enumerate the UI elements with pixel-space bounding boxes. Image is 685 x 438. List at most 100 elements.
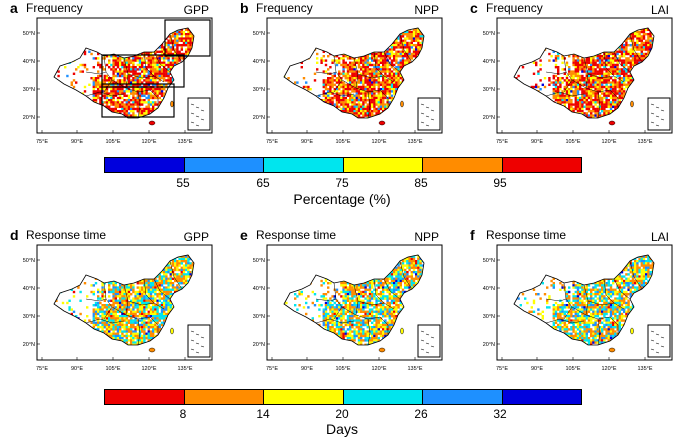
panel-title: Response time [256,228,337,242]
colorbar-days-tick: 14 [256,407,270,421]
lon-label: 120°E [601,366,616,372]
lat-label: 50°N [483,31,495,37]
lon-label: 105°E [105,139,120,145]
lat-label: 30°N [23,314,35,320]
lat-label: 40°N [23,286,35,292]
colorbar-percentage-tick: 65 [256,176,270,190]
panel-variable: LAI [650,230,669,244]
panel-e: 50°N 40°N 30°N 20°N 75°E 90°E 105°E 120°E 135°E e… [240,227,445,377]
lon-label: 135°E [637,139,652,145]
lon-label: 90°E [301,366,313,372]
lon-label: 75°E [496,139,508,145]
lon-label: 120°E [141,366,156,372]
lon-label: 105°E [335,139,350,145]
panel-c-map: 50°N 40°N 30°N 20°N 75°E 90°E 105°E 120°E 135°E [483,17,673,145]
panel-variable: NPP [414,3,439,17]
lon-label: 90°E [71,366,83,372]
panel-title: Response time [26,228,107,242]
colorbar-days-bin [105,390,185,404]
lat-label: 20°N [23,115,35,121]
lon-label: 135°E [407,139,422,145]
colorbar-days-bin [264,390,344,404]
lat-label: 20°N [253,115,265,121]
lat-label: 30°N [483,314,495,320]
panel-title: Frequency [256,1,313,15]
lon-label: 120°E [371,366,386,372]
lat-label: 40°N [23,59,35,65]
lat-label: 50°N [483,258,495,264]
lon-label: 105°E [565,139,580,145]
lat-label: 20°N [23,342,35,348]
panel-b: 50°N 40°N 30°N 20°N 75°E 90°E 105°E 120°E 135°E b… [240,0,445,150]
lat-label: 40°N [483,286,495,292]
lon-label: 75°E [266,139,278,145]
lon-label: 90°E [531,139,543,145]
colorbar-percentage-bar [104,157,582,173]
panel-a-map: 50°N 40°N 30°N 20°N 75°E 90°E 105°E 120°E 135°E [23,17,213,145]
colorbar-percentage-tick: 85 [414,176,428,190]
colorbar-days-tick: 26 [414,407,428,421]
panel-f-map: 50°N 40°N 30°N 20°N 75°E 90°E 105°E 120°E 135°E [483,244,673,372]
panel-b-map: 50°N 40°N 30°N 20°N 75°E 90°E 105°E 120°E 135°E [253,17,443,145]
lon-label: 90°E [301,139,313,145]
colorbar-percentage-bin [184,158,264,172]
colorbar-days-bin [343,390,423,404]
colorbar-percentage-bin [423,158,503,172]
lat-label: 30°N [483,87,495,93]
colorbar-days-tick: 8 [179,407,187,421]
panel-letter: f [470,227,475,243]
colorbar-percentage-tick: 95 [493,176,507,190]
panel-letter: a [10,0,18,16]
lon-label: 120°E [371,139,386,145]
lat-label: 40°N [483,59,495,65]
lat-label: 30°N [253,87,265,93]
lat-label: 50°N [23,258,35,264]
panel-a: 50°N 40°N 30°N 20°N 75°E 90°E 105°E 120°E 135°E a… [10,0,215,150]
colorbar-days-tick: 32 [493,407,507,421]
lon-label: 135°E [637,366,652,372]
lon-label: 75°E [266,366,278,372]
panel-variable: NPP [414,230,439,244]
panel-variable: LAI [650,3,669,17]
lon-label: 75°E [36,139,48,145]
colorbar-percentage-title: Percentage (%) [293,191,391,207]
lat-label: 20°N [483,115,495,121]
lon-label: 105°E [335,366,350,372]
colorbar-days-bin [423,390,503,404]
colorbar-days-bin [184,390,264,404]
lon-label: 90°E [71,139,83,145]
panel-title: Response time [486,228,567,242]
panel-variable: GPP [183,230,209,244]
colorbar-days-title: Days [326,421,358,437]
colorbar-days-tick: 20 [335,407,349,421]
lat-label: 30°N [253,314,265,320]
panel-c: 50°N 40°N 30°N 20°N 75°E 90°E 105°E 120°E 135°E c… [470,0,675,150]
panel-letter: c [470,0,478,16]
colorbar-percentage-bin [105,158,185,172]
panel-variable: GPP [183,3,209,17]
lon-label: 120°E [601,139,616,145]
lon-label: 90°E [531,366,543,372]
panel-e-map: 50°N 40°N 30°N 20°N 75°E 90°E 105°E 120°E 135°E [253,244,443,372]
lat-label: 50°N [253,31,265,37]
lon-label: 135°E [407,366,422,372]
colorbar-days-bin [502,390,581,404]
panel-d-map: 50°N 40°N 30°N 20°N 75°E 90°E 105°E 120°E 135°E [23,244,213,372]
lat-label: 30°N [23,87,35,93]
colorbar-percentage-tick: 55 [176,176,190,190]
lon-label: 75°E [496,366,508,372]
panel-letter: e [240,227,248,243]
lat-label: 50°N [23,31,35,37]
lon-label: 75°E [36,366,48,372]
colorbar-percentage-bin [502,158,581,172]
lon-label: 105°E [105,366,120,372]
colorbar-days-bar [104,389,582,405]
colorbar-percentage-bin [264,158,344,172]
lon-label: 135°E [177,366,192,372]
lat-label: 50°N [253,258,265,264]
lat-label: 40°N [253,286,265,292]
panel-title: Frequency [26,1,83,15]
panel-f: 50°N 40°N 30°N 20°N 75°E 90°E 105°E 120°E 135°E f… [470,227,675,377]
lon-label: 135°E [177,139,192,145]
colorbar-percentage-bin [343,158,423,172]
